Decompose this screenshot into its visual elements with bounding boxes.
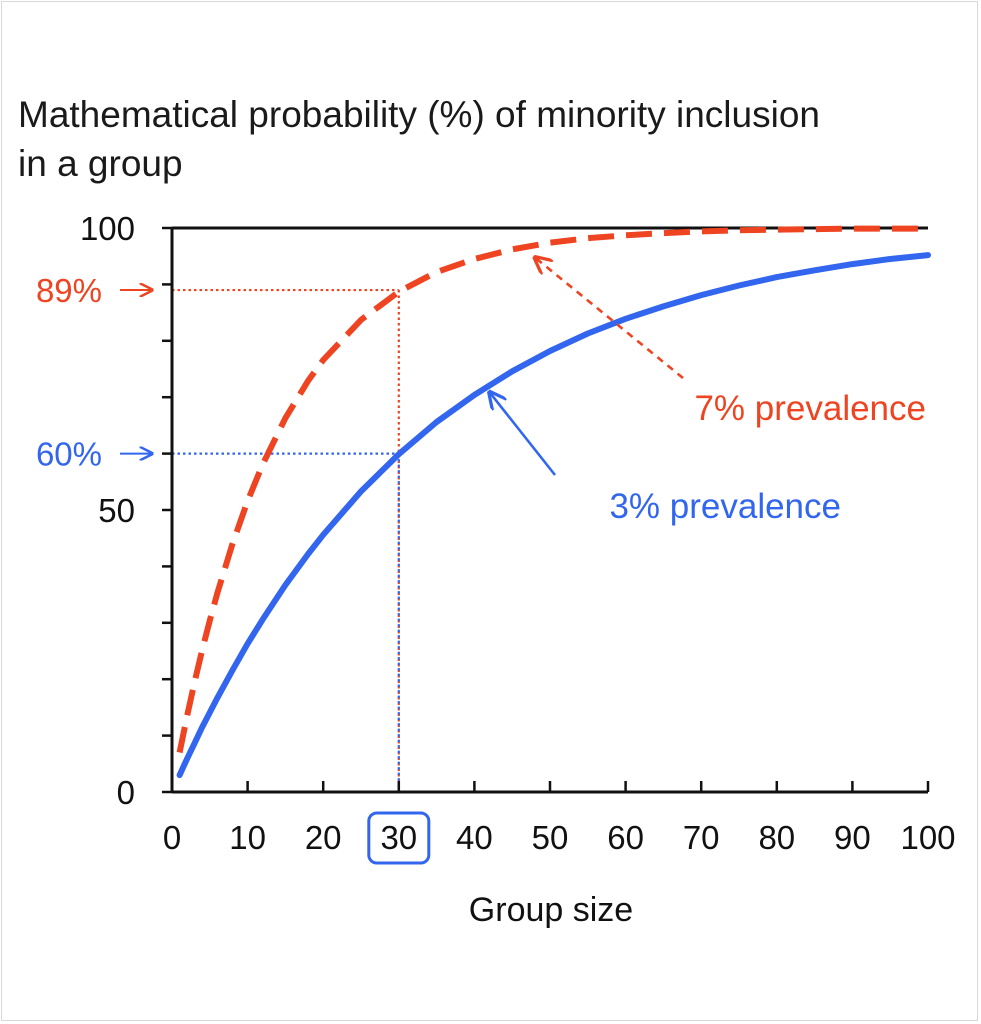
y-tick-label-100: 100 xyxy=(80,210,135,247)
x-tick-label-30: 30 xyxy=(380,819,417,856)
series-line-2 xyxy=(176,252,931,779)
x-axis-label: Group size xyxy=(469,891,633,929)
x-tick-label-0: 0 xyxy=(163,819,181,856)
x-tick-label-20: 20 xyxy=(305,819,342,856)
series-line-1 xyxy=(176,225,928,754)
series-lines xyxy=(176,225,931,779)
reference-label-60pct: 60% xyxy=(36,436,102,473)
y-tick-label-50: 50 xyxy=(98,492,135,529)
chart-title-line-2: in a group xyxy=(18,143,183,184)
y-tick-label-0: 0 xyxy=(117,774,135,811)
x-tick-label-10: 10 xyxy=(229,819,266,856)
annotation-arrow-1 xyxy=(535,257,684,380)
x-tick-label-90: 90 xyxy=(834,819,871,856)
reference-lines: 89% 60% xyxy=(36,272,400,792)
x-tick-label-50: 50 xyxy=(532,819,569,856)
x-tick-label-40: 40 xyxy=(456,819,493,856)
chart-title-line-1: Mathematical probability (%) of minority… xyxy=(18,94,820,135)
annotation-label-2: 3% prevalence xyxy=(609,487,841,526)
annotation-arrow-2 xyxy=(490,392,557,476)
x-tick-label-80: 80 xyxy=(758,819,795,856)
x-tick-label-60: 60 xyxy=(607,819,644,856)
reference-label-89pct: 89% xyxy=(36,272,102,309)
x-tick-label-100: 100 xyxy=(900,819,955,856)
x-tick-highlight-box xyxy=(367,811,431,865)
x-tick-label-70: 70 xyxy=(683,819,720,856)
annotation-label-1: 7% prevalence xyxy=(694,389,926,428)
axes: 0 50 100 0 10 20 30 40 50 60 70 80 90 100 xyxy=(80,210,956,865)
annotations: 7% prevalence 3% prevalence xyxy=(490,257,926,526)
